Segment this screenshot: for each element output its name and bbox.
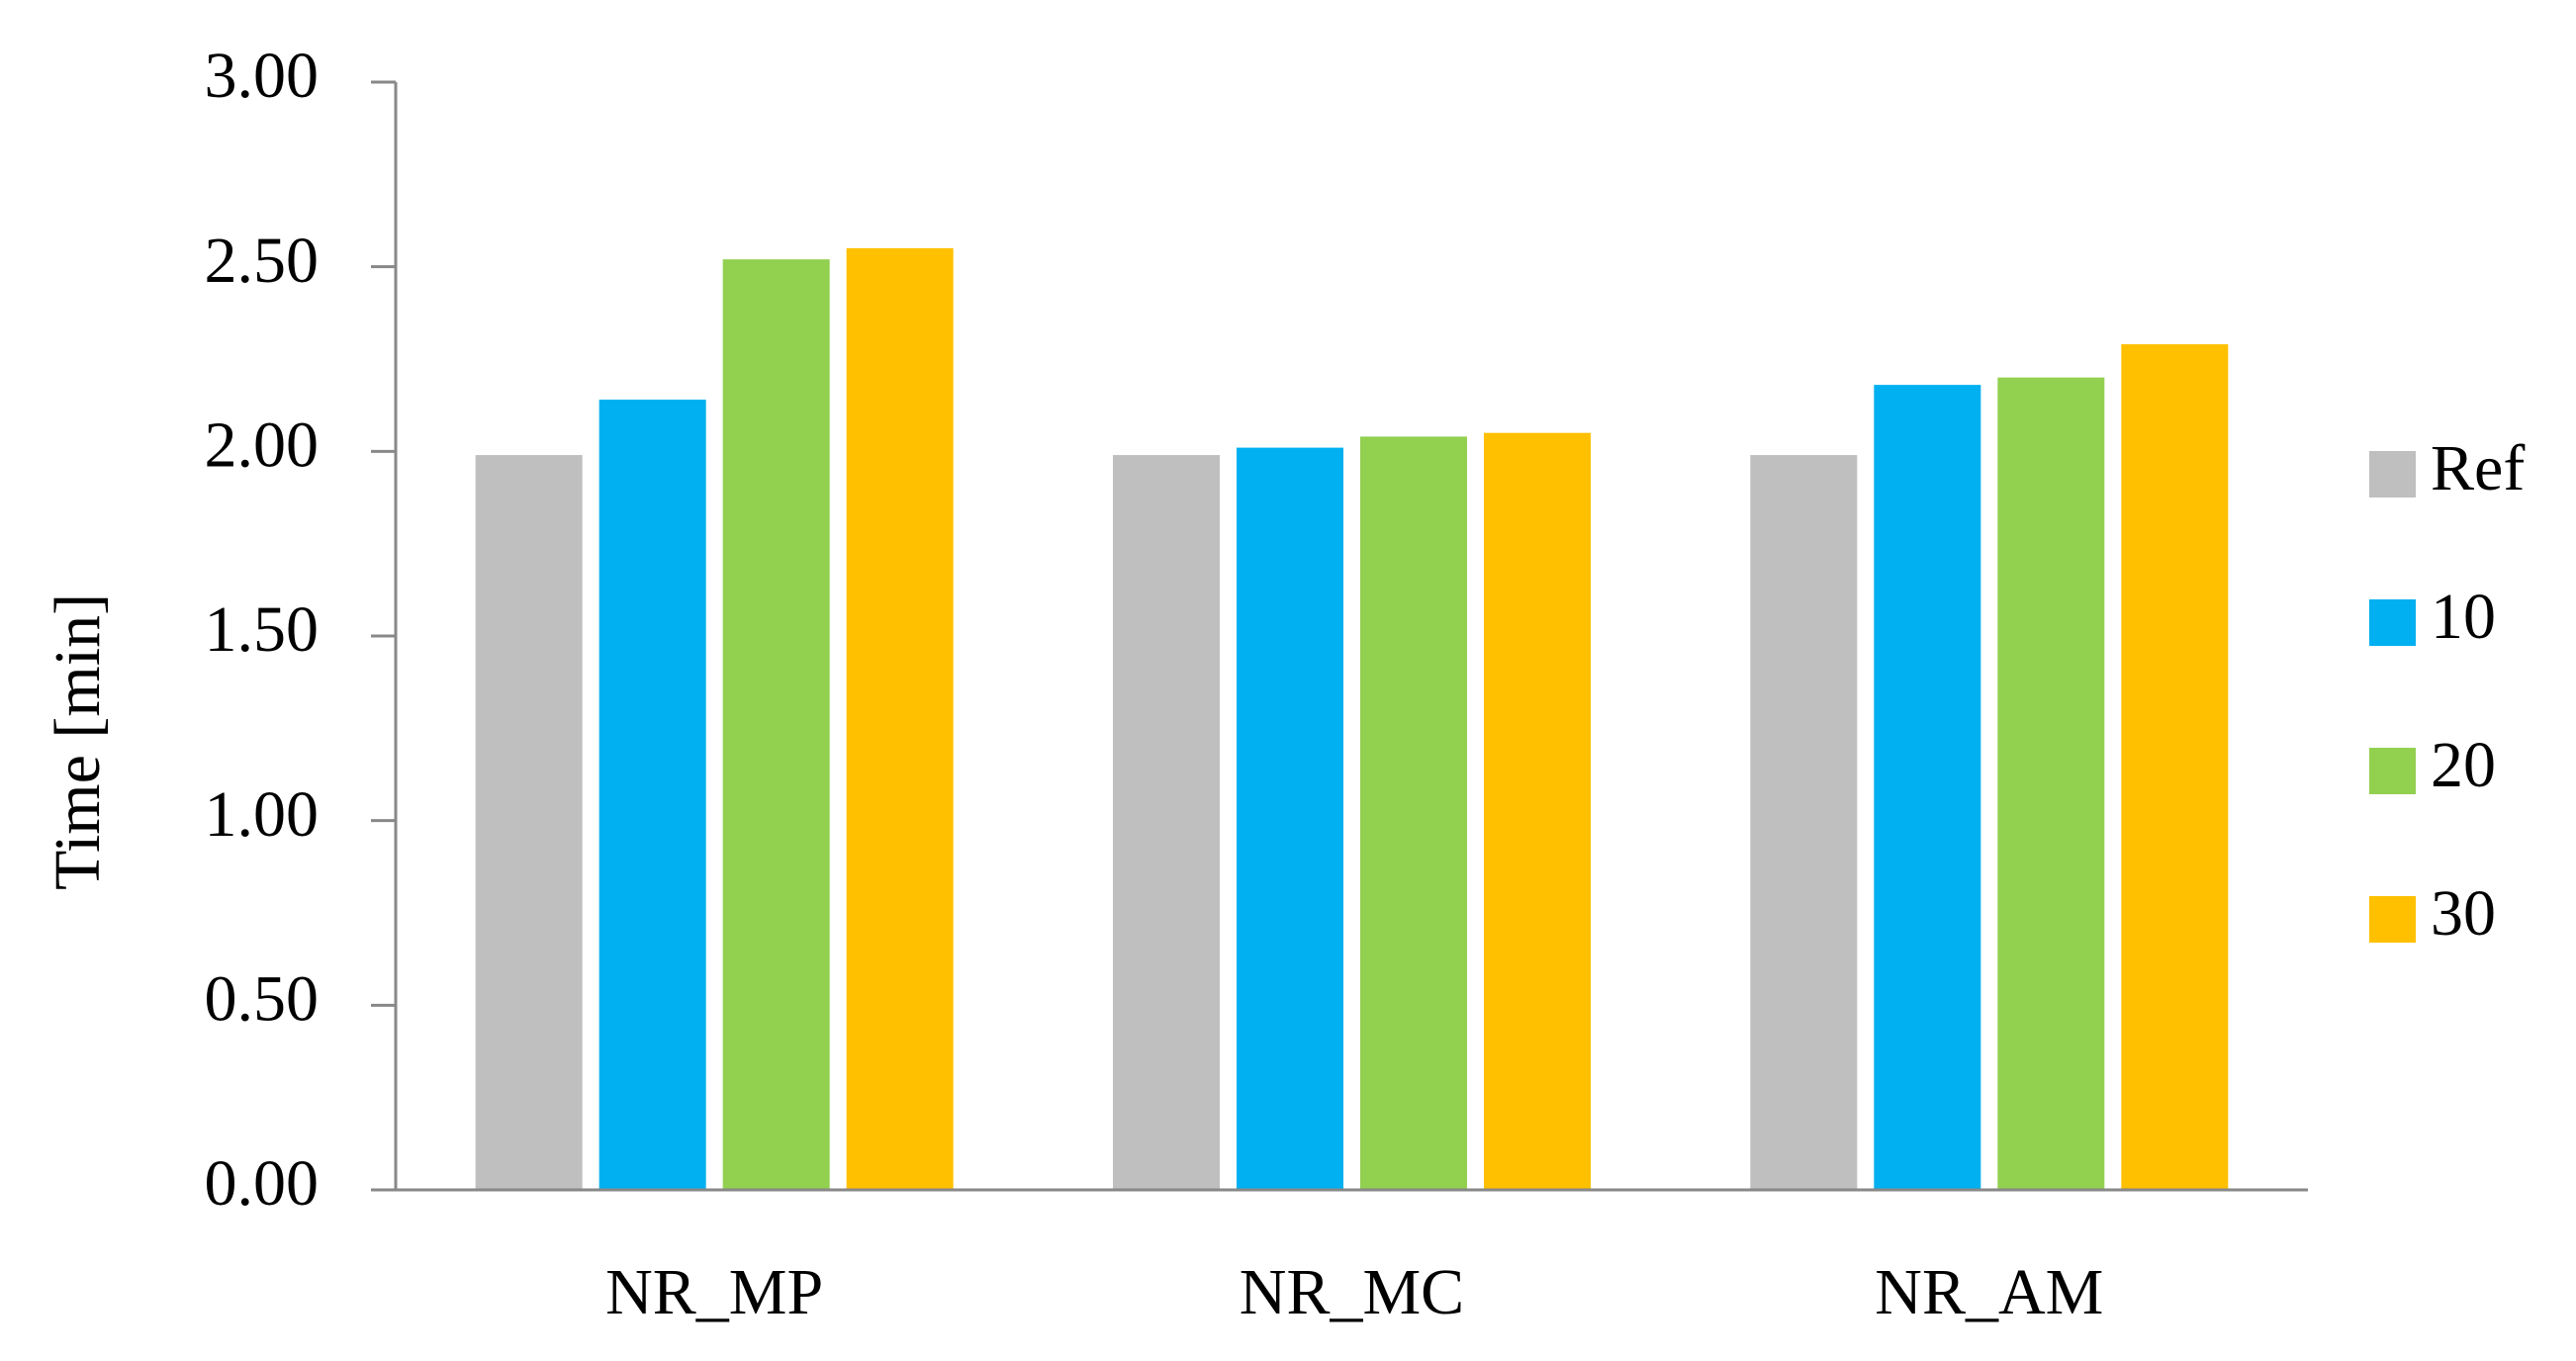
bar: [1484, 432, 1591, 1191]
bar: [1360, 436, 1467, 1190]
y-tick-label: 3.00: [205, 40, 320, 112]
legend-swatch: [2369, 896, 2416, 943]
bar: [2121, 344, 2229, 1191]
bar: [1750, 455, 1858, 1191]
y-tick-label: 0.00: [205, 1147, 320, 1220]
legend-label: 10: [2431, 581, 2496, 653]
bar: [1113, 455, 1220, 1191]
y-tick-label: 1.00: [205, 778, 320, 851]
y-tick-label: 2.50: [205, 225, 320, 297]
x-tick-label: NR_MC: [1240, 1256, 1464, 1328]
bar: [1874, 385, 1981, 1191]
legend-swatch: [2369, 451, 2416, 498]
x-tick-label: NR_AM: [1875, 1256, 2103, 1328]
legend-label: Ref: [2431, 432, 2525, 504]
y-tick-label: 0.50: [205, 962, 320, 1035]
legend-swatch: [2369, 748, 2416, 794]
bar: [598, 400, 706, 1191]
legend-label: 30: [2431, 877, 2496, 950]
bar: [1997, 377, 2105, 1191]
bar: [722, 259, 830, 1190]
bar: [1237, 447, 1343, 1191]
y-tick-label: 2.00: [205, 408, 320, 481]
y-tick-label: 1.50: [205, 593, 320, 666]
bar: [475, 455, 583, 1191]
legend-label: 20: [2431, 729, 2496, 801]
y-axis-title: Time [min]: [42, 593, 114, 890]
bar: [846, 248, 954, 1190]
x-tick-label: NR_MP: [605, 1256, 823, 1328]
legend-swatch: [2369, 599, 2416, 646]
